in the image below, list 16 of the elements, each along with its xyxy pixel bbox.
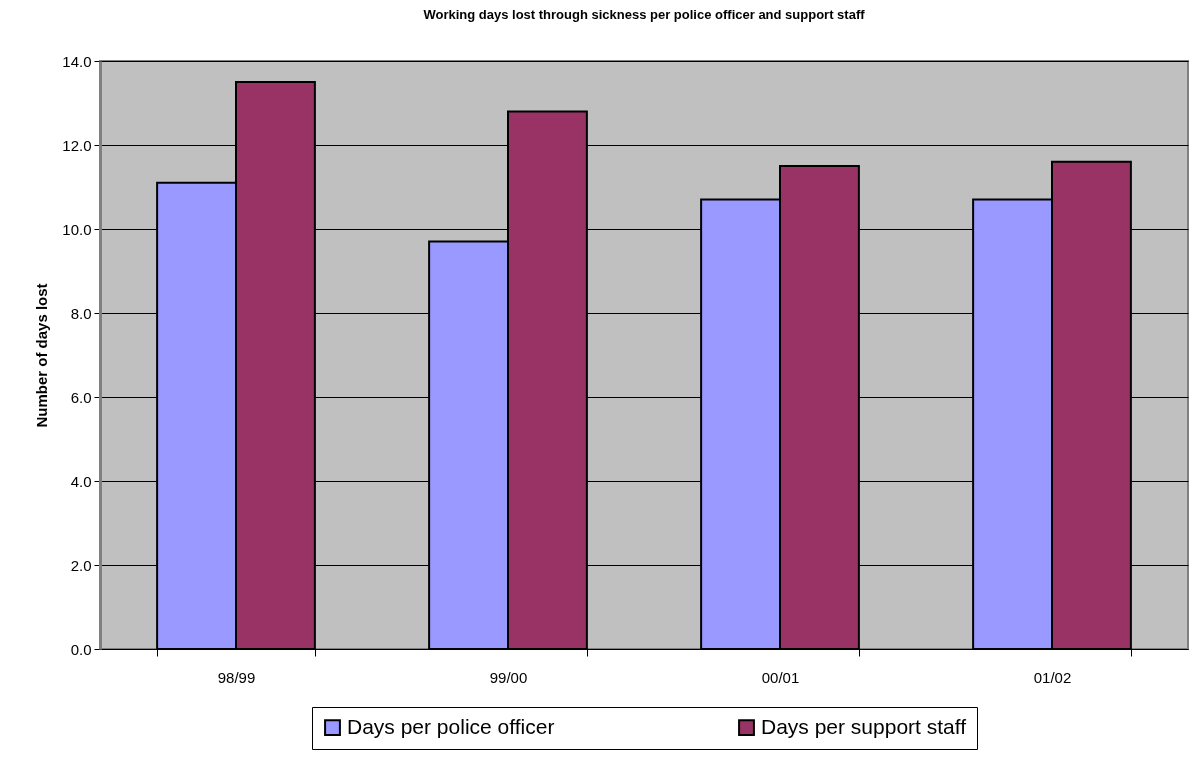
x-tick-label: 98/99 (217, 668, 256, 686)
legend-label: Days per police officer (347, 714, 555, 738)
x-tick-label: 99/00 (489, 668, 528, 686)
chart-title: Working days lost through sickness per police officer and support staff (423, 7, 866, 22)
x-tick-label: 00/01 (761, 668, 800, 686)
y-tick-label: 14.0 (62, 52, 92, 70)
y-tick-label: 10.0 (62, 220, 92, 238)
legend-label: Days per support staff (761, 714, 967, 738)
y-tick-label: 0.0 (70, 640, 92, 658)
y-tick-label: 12.0 (62, 136, 92, 154)
y-tick-label: 8.0 (70, 304, 92, 322)
y-tick-label: 6.0 (70, 388, 92, 406)
x-tick-label: 01/02 (1033, 668, 1072, 686)
y-tick-label: 2.0 (70, 556, 92, 574)
y-axis-title: Number of days lost (33, 283, 51, 428)
y-tick-label: 4.0 (70, 472, 92, 490)
